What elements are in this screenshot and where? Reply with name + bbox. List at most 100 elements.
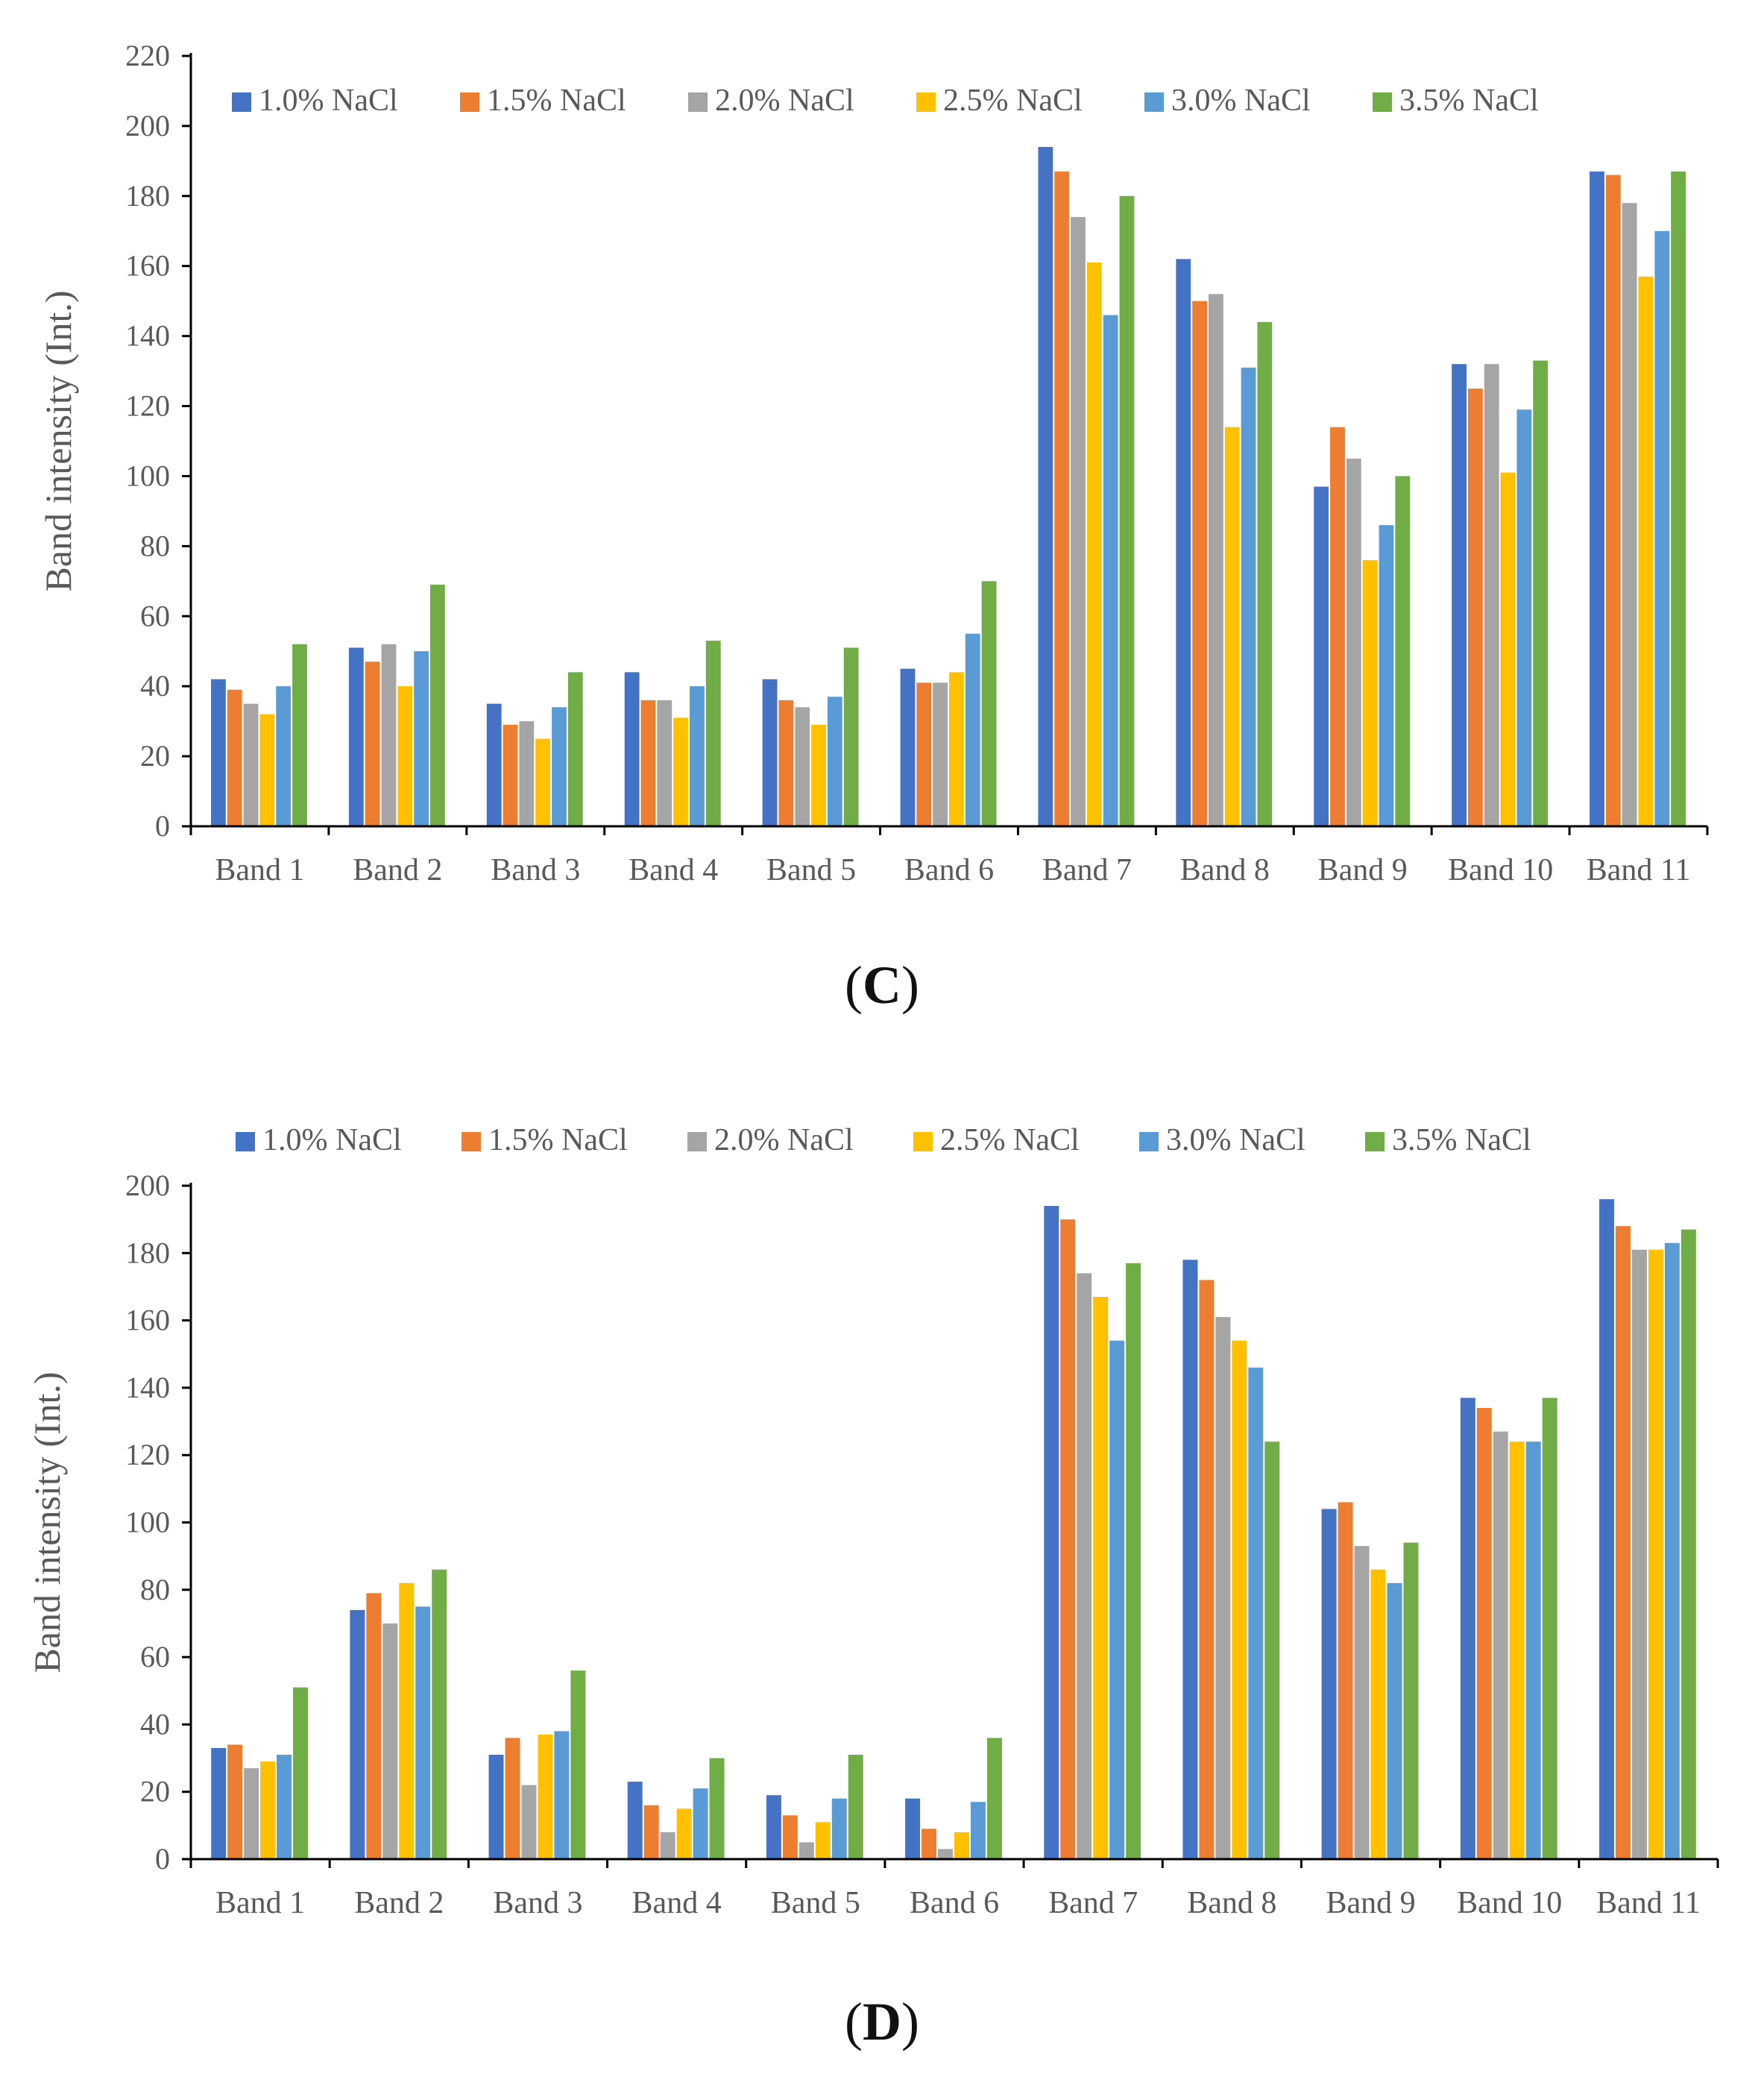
bar-c [259, 714, 275, 826]
bar-d [1631, 1249, 1647, 1859]
chart-d: 0 20 40 60 80 100 120 140 160 180 200 Band intensit… [26, 1123, 1719, 1920]
y-tick-label: 220 [125, 39, 170, 72]
bar-d [676, 1808, 692, 1859]
x-tick-label: Band 4 [629, 853, 718, 887]
bar-c [1086, 262, 1102, 826]
legend-label: 2.0% NaCl [714, 1123, 854, 1157]
bar-c [1516, 409, 1532, 826]
x-tick-label: Band 2 [354, 1886, 444, 1920]
bar-c [673, 717, 689, 826]
bar-c [811, 724, 826, 826]
bar-d [1460, 1398, 1475, 1859]
x-tick-label: Band 6 [910, 1886, 999, 1920]
bar-d [815, 1822, 831, 1859]
bar-c [1176, 259, 1191, 826]
bar-c [1362, 560, 1378, 826]
legend-label: 3.0% NaCl [1171, 84, 1311, 118]
bar-d [227, 1744, 243, 1859]
bar-c [900, 668, 916, 826]
x-tick-label: Band 5 [771, 1886, 860, 1920]
bar-c [795, 707, 810, 826]
x-tick-label: Band 7 [1048, 1886, 1138, 1920]
y-tick-label: 40 [140, 669, 170, 702]
x-tick-label: Band 11 [1587, 853, 1691, 887]
bar-d [1599, 1199, 1614, 1859]
legend-label: 3.0% NaCl [1166, 1123, 1305, 1157]
bar-c [486, 703, 502, 826]
caption-d-label: D [863, 1992, 901, 2052]
bar-c [1533, 360, 1549, 827]
y-tick-label: 180 [125, 179, 170, 213]
bar-d [1232, 1340, 1247, 1859]
bar-d [660, 1832, 675, 1859]
bar-c [1119, 195, 1135, 826]
x-tick-label: Band 8 [1187, 1886, 1276, 1920]
bar-c [762, 679, 778, 826]
bar-c [1208, 294, 1223, 827]
legend-swatch [687, 1132, 707, 1151]
bar-c [916, 682, 932, 826]
legend-swatch [688, 92, 708, 112]
bar-c [1346, 458, 1361, 826]
y-tick-label: 40 [140, 1707, 170, 1741]
bar-c [640, 700, 656, 826]
bar-c [503, 724, 518, 826]
bar-c [1192, 301, 1207, 826]
legend-swatch [460, 92, 479, 112]
y-tick-label: 60 [140, 1640, 170, 1673]
bar-d [1199, 1280, 1215, 1859]
bar-d [709, 1758, 725, 1859]
x-tick-label: Band 9 [1326, 1886, 1415, 1920]
bar-d [627, 1782, 643, 1859]
caption-c-label: C [863, 955, 901, 1015]
bar-d [1680, 1229, 1696, 1859]
y-tick-label: 140 [125, 1371, 170, 1404]
bar-d [1321, 1509, 1337, 1859]
bar-d [554, 1731, 570, 1859]
caption-c: (C) [845, 955, 919, 1015]
y-tick-label: 20 [140, 739, 170, 773]
chart-panel-d: 0 20 40 60 80 100 120 140 160 180 200 Band intensit… [0, 1044, 1764, 2100]
bar-d [1077, 1273, 1092, 1859]
bar-d [848, 1755, 863, 1859]
bar-c [1071, 216, 1086, 826]
bar-d [954, 1832, 969, 1859]
bar-d [505, 1738, 520, 1859]
bar-c [705, 641, 721, 826]
bar-d [766, 1795, 781, 1859]
bar-c [1054, 171, 1070, 826]
bar-d [350, 1609, 365, 1859]
bar-d [415, 1606, 431, 1859]
bar-c [210, 679, 226, 826]
bar-c [348, 647, 364, 826]
bar-d [798, 1842, 814, 1859]
bar-d [643, 1805, 659, 1859]
bar-d [570, 1670, 586, 1859]
bar-d [521, 1785, 537, 1859]
y-tick-label: 160 [125, 1304, 170, 1337]
bar-c [276, 686, 292, 826]
bar-d [1615, 1226, 1631, 1859]
x-tick-label: Band 3 [493, 1886, 582, 1920]
bar-d [1509, 1442, 1525, 1859]
x-tick-label: Band 1 [215, 1886, 305, 1920]
bar-d [293, 1687, 308, 1859]
bar-d [922, 1829, 937, 1859]
y-tick-label: 140 [125, 319, 170, 353]
y-axis-label: Band intensity (Int.) [26, 1371, 68, 1673]
y-tick-label: 80 [140, 1573, 170, 1606]
legend-swatch [916, 92, 936, 112]
chart-panel-c: 0 20 40 60 80 100 120 140 160 180 200 220 Band inten… [0, 0, 1764, 1044]
bar-c [1622, 203, 1637, 826]
bar-c [1241, 367, 1256, 826]
bar-c [1467, 389, 1483, 826]
bar-d [211, 1748, 227, 1859]
legend-label: 2.0% NaCl [715, 84, 854, 118]
bar-c [981, 581, 997, 826]
bar-c [397, 686, 413, 826]
legend-label: 2.5% NaCl [940, 1123, 1080, 1157]
legend-label: 1.5% NaCl [487, 84, 626, 118]
bar-c [1224, 427, 1240, 826]
bar-d [1542, 1398, 1557, 1859]
x-tick-label: Band 5 [766, 853, 856, 887]
